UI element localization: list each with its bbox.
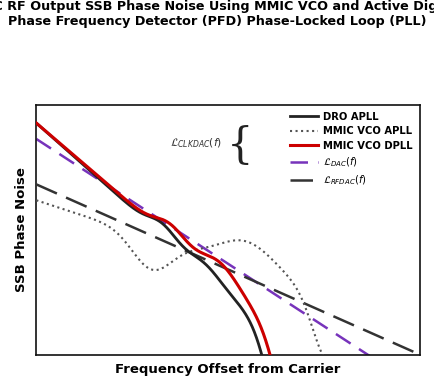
Text: {: { [227, 125, 253, 167]
Legend: DRO APLL, MMIC VCO APLL, MMIC VCO DPLL, $\mathcal{L}_{DAC}(f)$, $\mathcal{L}_{RF: DRO APLL, MMIC VCO APLL, MMIC VCO DPLL, … [286, 108, 416, 191]
Text: $\mathcal{L}_{CLKDAC}(f)$: $\mathcal{L}_{CLKDAC}(f)$ [170, 137, 222, 151]
Y-axis label: SSB Phase Noise: SSB Phase Noise [15, 167, 28, 292]
Text: DAC RF Output SSB Phase Noise Using MMIC VCO and Active Digital
Phase Frequency : DAC RF Output SSB Phase Noise Using MMIC… [0, 0, 434, 28]
X-axis label: Frequency Offset from Carrier: Frequency Offset from Carrier [115, 363, 340, 376]
